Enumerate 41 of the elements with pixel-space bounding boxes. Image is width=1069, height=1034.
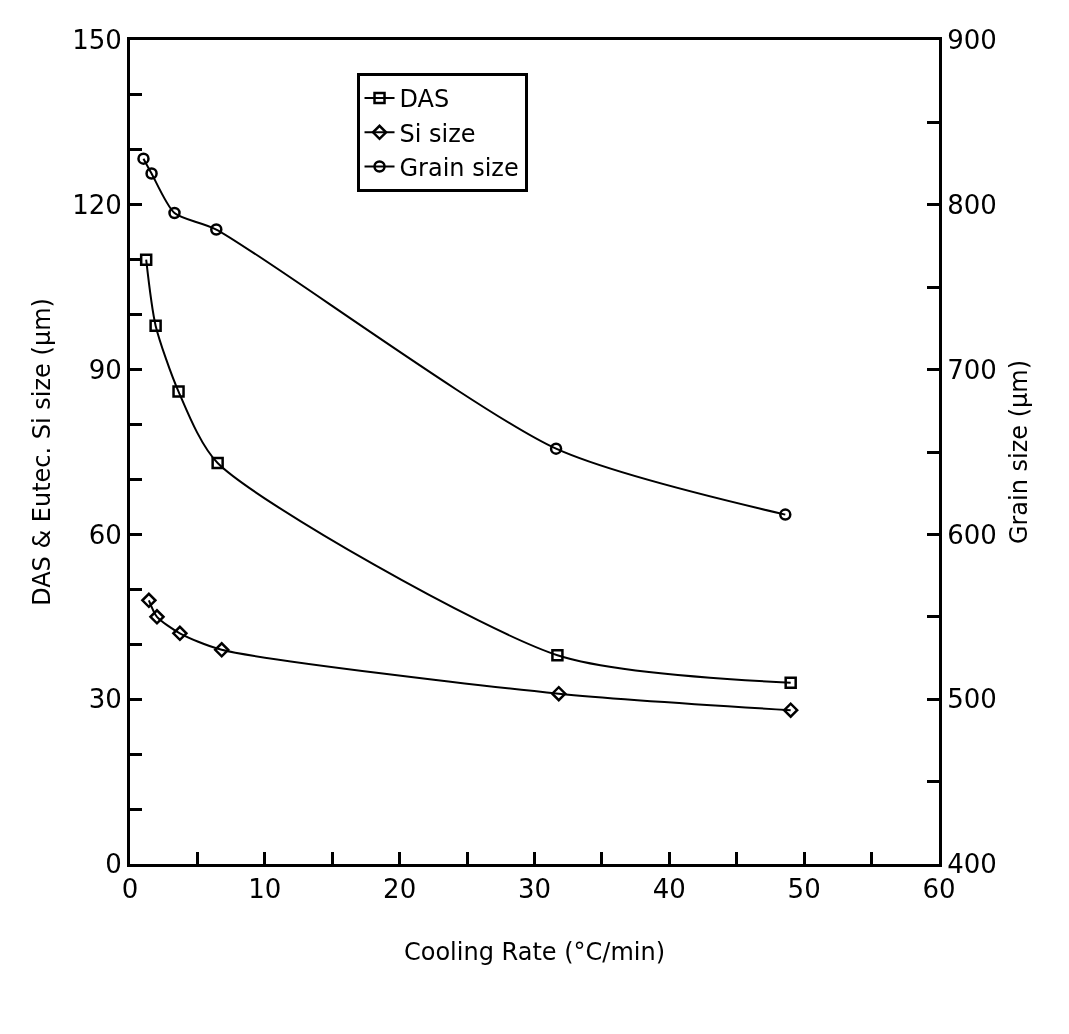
point xyxy=(551,649,564,662)
point xyxy=(145,167,158,180)
point xyxy=(168,206,181,220)
x-tick-label: 40 xyxy=(652,874,686,905)
y2-tick-label: 700 xyxy=(947,354,997,385)
x-tick-label: 30 xyxy=(517,874,552,905)
point xyxy=(213,642,230,658)
point xyxy=(149,609,165,625)
point xyxy=(782,702,799,718)
y-axis-title: DAS & Eutec. Si size (μm) xyxy=(28,298,57,606)
y-tick-label: 120 xyxy=(72,189,122,220)
y-tick-label: 60 xyxy=(88,519,122,550)
point xyxy=(779,508,792,521)
point xyxy=(137,152,150,165)
point xyxy=(141,592,157,609)
legend-label: DAS xyxy=(399,85,450,114)
x-tick-label: 20 xyxy=(383,874,417,905)
legend-label: Grain size xyxy=(399,153,519,182)
y2-tick-label: 900 xyxy=(947,25,997,56)
point xyxy=(139,253,153,266)
point xyxy=(172,625,188,642)
y-tick-label: 90 xyxy=(88,354,122,385)
x-tick-label: 10 xyxy=(248,874,282,905)
legend-label: Si size xyxy=(399,119,476,148)
x-tick-label: 60 xyxy=(922,874,956,905)
y2-tick-label: 600 xyxy=(947,519,997,550)
point xyxy=(210,223,223,236)
y2-tick-label: 800 xyxy=(947,189,997,220)
x-tick-label: 50 xyxy=(787,874,821,905)
y-tick-label: 150 xyxy=(72,25,122,56)
x-axis-title: Cooling Rate (°C/min) xyxy=(403,937,666,966)
point xyxy=(551,685,567,702)
y-tick-label: 0 xyxy=(105,849,122,880)
point xyxy=(549,442,563,455)
y2-tick-label: 500 xyxy=(947,684,997,715)
point xyxy=(172,385,185,398)
point xyxy=(784,676,797,689)
point xyxy=(211,456,224,470)
point xyxy=(149,319,162,332)
y2-axis-title: Grain size (μm) xyxy=(1005,359,1034,545)
y-tick-label: 30 xyxy=(88,684,122,715)
